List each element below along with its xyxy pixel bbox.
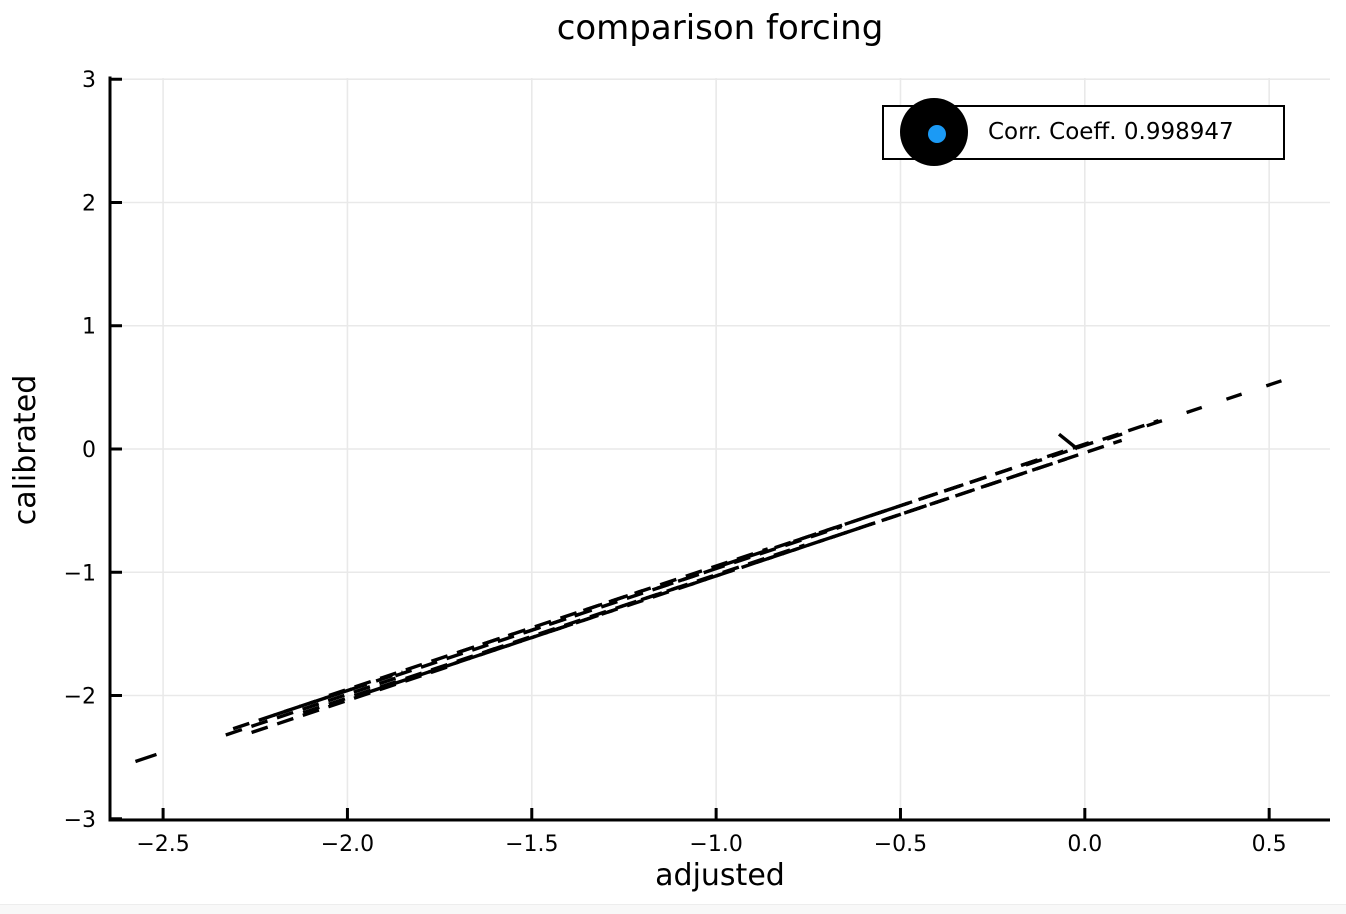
legend-marker-dot-icon [928, 125, 946, 143]
series-dashed-segment [619, 543, 806, 609]
series-dashed-segment [756, 500, 938, 565]
series-dashed-segment [984, 438, 1123, 488]
y-tick-label: 2 [82, 191, 96, 216]
series-dashed-segment [134, 752, 157, 764]
y-tick-label: −2 [64, 685, 96, 710]
x-tick-label: −2.5 [136, 832, 189, 857]
series-dashed-segment [394, 612, 581, 678]
series-dashed-segment [1106, 375, 1294, 441]
series-dashed-segment [225, 675, 400, 737]
series-dashed-segment [1057, 432, 1079, 451]
series-dashed-segment [582, 547, 769, 613]
series-dashed-segment [1025, 419, 1160, 467]
x-tick-label: 0.0 [1067, 832, 1102, 857]
chart-title: comparison forcing [556, 8, 884, 48]
legend: Corr. Coeff. 0.998947 [882, 98, 1285, 166]
series-dashed-segment [549, 568, 736, 634]
series-dashed-segment [722, 501, 909, 567]
window-bottom-strip [0, 904, 1346, 914]
x-axis-label: adjusted [655, 858, 785, 893]
y-tick-label: −3 [64, 808, 96, 833]
legend-label: Corr. Coeff. 0.998947 [988, 119, 1234, 145]
series-dashed-segment [328, 632, 514, 698]
x-tick-label: −1.5 [505, 832, 558, 857]
x-tick-label: −1.0 [689, 832, 742, 857]
y-tick-label: 0 [82, 438, 96, 463]
x-tick-label: −2.0 [321, 832, 374, 857]
x-tick-label: −0.5 [874, 832, 927, 857]
series-dashed-segment [457, 589, 643, 654]
y-tick-label: 1 [82, 315, 96, 340]
y-tick-label: −1 [64, 561, 96, 586]
y-tick-label: 3 [82, 68, 96, 93]
x-tick-label: 0.5 [1252, 832, 1287, 857]
series-dashed-segment [523, 569, 710, 635]
series-dashed-segment [656, 525, 843, 590]
